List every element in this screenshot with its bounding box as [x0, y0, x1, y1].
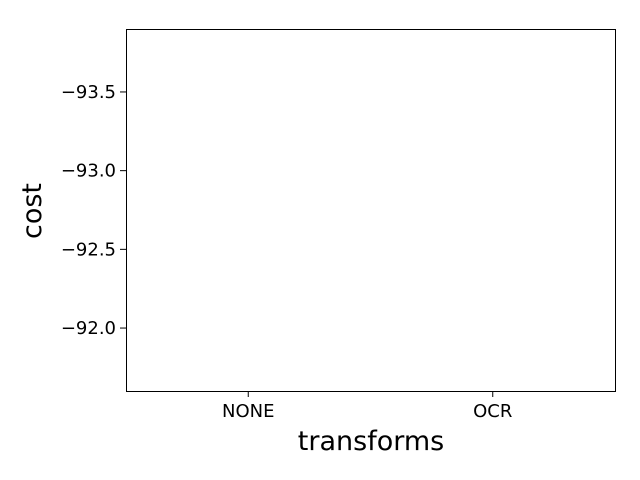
x-tick-label-ocr: OCR [473, 401, 512, 422]
y-axis-ticks: −93.5 −93.0 −92.5 −92.0 [61, 82, 126, 339]
plot-area [126, 29, 616, 392]
y-tick-label: −93.5 [61, 82, 116, 103]
x-axis-ticks: NONE OCR [222, 391, 512, 422]
y-tick-label: −92.5 [61, 239, 116, 260]
x-axis-title: transforms [298, 426, 444, 457]
y-tick-label: −93.0 [61, 161, 116, 182]
x-tick-label-none: NONE [222, 401, 274, 422]
y-tick-label: −92.0 [61, 318, 116, 339]
y-axis-title: cost [17, 183, 48, 239]
